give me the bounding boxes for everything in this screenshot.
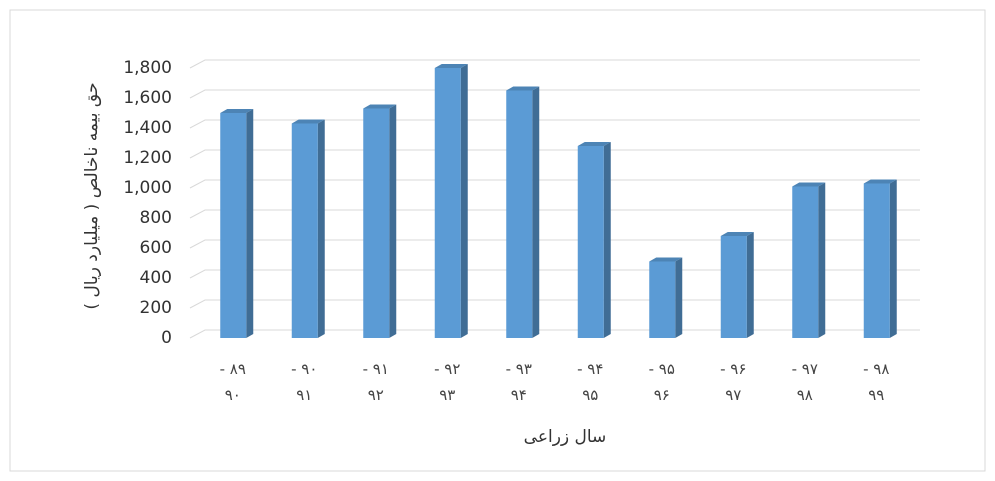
y-tick-label: 200 xyxy=(140,298,172,318)
bar xyxy=(220,109,254,338)
y-tick-label: 1,400 xyxy=(123,118,172,138)
bar-face xyxy=(792,182,826,187)
y-tick-label: 1,600 xyxy=(123,88,172,108)
bar xyxy=(434,64,468,338)
x-tick-label: ۹۰ - ۹۱ xyxy=(291,360,318,404)
bar-face xyxy=(363,104,397,109)
bar-face xyxy=(506,90,533,338)
y-tick-label: 400 xyxy=(140,268,172,288)
bar-face xyxy=(506,86,540,91)
y-tick-label: 0 xyxy=(161,328,172,348)
bar-face xyxy=(434,64,468,68)
x-tick-label: ۹۴ - ۹۵ xyxy=(577,360,604,404)
bar-face xyxy=(889,179,897,338)
grid-line xyxy=(189,239,920,249)
bar-face xyxy=(220,109,254,113)
y-axis-title: حق بیمه ناخالص ( میلیارد ریال ) xyxy=(82,82,102,309)
bar-face xyxy=(863,183,890,338)
x-tick-label: ۸۹ - ۹۰ xyxy=(219,360,246,404)
bar-face xyxy=(863,179,897,184)
grid-line xyxy=(189,149,920,159)
bar-face xyxy=(603,142,611,338)
bar xyxy=(363,104,397,338)
bar-face xyxy=(792,186,819,338)
bar-face xyxy=(363,108,390,338)
bar-face xyxy=(220,113,247,338)
chart-frame xyxy=(9,9,986,472)
bar-face xyxy=(720,232,754,236)
bar xyxy=(577,142,611,338)
x-tick-label: ۹۸ - ۹۹ xyxy=(863,360,890,404)
y-tick-label: 800 xyxy=(140,208,172,228)
bar-face xyxy=(720,236,747,338)
bar-face xyxy=(291,119,325,124)
grid-line xyxy=(189,59,920,69)
bar-face xyxy=(675,257,683,338)
bar-face xyxy=(577,142,611,146)
bar xyxy=(506,86,540,338)
bar-face xyxy=(577,146,604,338)
bar xyxy=(649,257,683,338)
x-axis-title: سال زراعی xyxy=(524,427,607,447)
bar-face xyxy=(317,119,325,338)
x-tick-label: ۹۵ - ۹۶ xyxy=(648,360,675,404)
grid-line xyxy=(189,209,920,219)
x-tick-label: ۹۷ - ۹۸ xyxy=(791,360,818,404)
x-tick-label: ۹۳ - ۹۴ xyxy=(505,360,532,404)
bar xyxy=(720,232,754,338)
bar xyxy=(291,119,325,338)
grid-line xyxy=(189,179,920,189)
x-tick-label: ۹۲ - ۹۳ xyxy=(434,360,461,404)
bar-face xyxy=(434,68,461,338)
y-tick-label: 1,200 xyxy=(123,148,172,168)
grid-line xyxy=(189,119,920,129)
x-tick-label: ۹۱ - ۹۲ xyxy=(362,360,389,404)
bar xyxy=(863,179,897,338)
bar-face xyxy=(649,257,683,262)
x-tick-label: ۹۶ - ۹۷ xyxy=(720,360,747,404)
bar-face xyxy=(460,64,468,338)
y-tick-label: 600 xyxy=(140,238,172,258)
bar-face xyxy=(389,104,397,338)
bar-face xyxy=(246,109,254,338)
bar-face xyxy=(818,182,826,338)
y-tick-label: 1,000 xyxy=(123,178,172,198)
bar-face xyxy=(291,123,318,338)
bar-face xyxy=(649,261,676,338)
bar-face xyxy=(532,86,540,338)
y-tick-label: 1,800 xyxy=(123,58,172,78)
grid-line xyxy=(189,89,920,99)
bar xyxy=(792,182,826,338)
bar-face xyxy=(746,232,754,338)
